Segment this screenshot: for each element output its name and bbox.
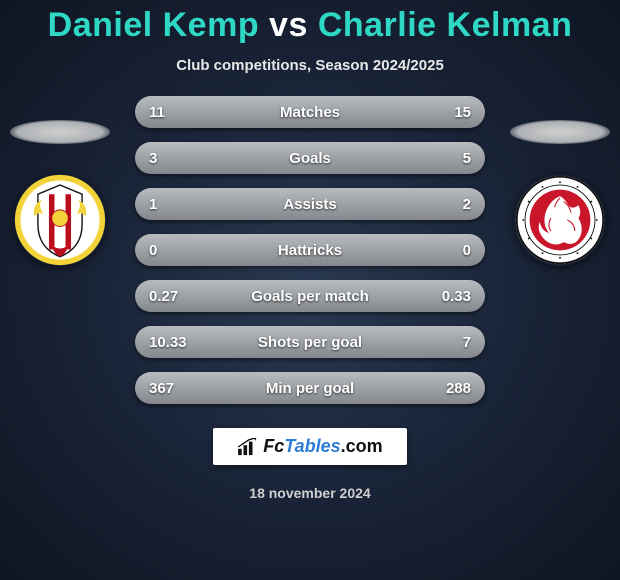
player-right-column (500, 110, 620, 266)
stat-row: 0.27Goals per match0.33 (135, 280, 485, 312)
brand-box: FcTables.com (213, 428, 406, 465)
stat-left-value: 367 (149, 380, 195, 397)
stat-label: Min per goal (195, 380, 425, 397)
stat-left-value: 0.27 (149, 288, 195, 305)
stat-left-value: 0 (149, 242, 195, 259)
player-left-placeholder (10, 120, 110, 144)
stat-left-value: 10.33 (149, 334, 195, 351)
page-title: Daniel Kemp vs Charlie Kelman (48, 6, 573, 45)
stat-right-value: 0.33 (425, 288, 471, 305)
stat-row: 367Min per goal288 (135, 372, 485, 404)
stat-label: Assists (195, 196, 425, 213)
player-left-column (0, 110, 120, 266)
stat-row: 11Matches15 (135, 96, 485, 128)
subtitle: Club competitions, Season 2024/2025 (176, 57, 444, 74)
stat-row: 0Hattricks0 (135, 234, 485, 266)
stat-label: Matches (195, 104, 425, 121)
stat-right-value: 2 (425, 196, 471, 213)
stat-left-value: 11 (149, 104, 195, 121)
stat-row: 10.33Shots per goal7 (135, 326, 485, 358)
stat-row: 3Goals5 (135, 142, 485, 174)
stat-right-value: 0 (425, 242, 471, 259)
stat-right-value: 7 (425, 334, 471, 351)
brand-text: FcTables.com (263, 436, 382, 457)
crest-left (14, 174, 106, 266)
stats-list: 11Matches153Goals51Assists20Hattricks00.… (135, 96, 485, 404)
brand-tables: Tables (284, 436, 340, 456)
stat-right-value: 15 (425, 104, 471, 121)
stat-label: Goals per match (195, 288, 425, 305)
brand-fc: Fc (263, 436, 284, 456)
crest-right (514, 174, 606, 266)
stat-row: 1Assists2 (135, 188, 485, 220)
title-player2: Charlie Kelman (318, 6, 573, 44)
stat-label: Goals (195, 150, 425, 167)
brand-com: .com (341, 436, 383, 456)
stat-right-value: 5 (425, 150, 471, 167)
date-label: 18 november 2024 (249, 485, 370, 501)
title-player1: Daniel Kemp (48, 6, 259, 44)
chart-icon (237, 438, 259, 456)
stat-label: Shots per goal (195, 334, 425, 351)
stat-right-value: 288 (425, 380, 471, 397)
stat-label: Hattricks (195, 242, 425, 259)
stat-left-value: 3 (149, 150, 195, 167)
title-vs: vs (269, 6, 308, 44)
player-right-placeholder (510, 120, 610, 144)
stat-left-value: 1 (149, 196, 195, 213)
